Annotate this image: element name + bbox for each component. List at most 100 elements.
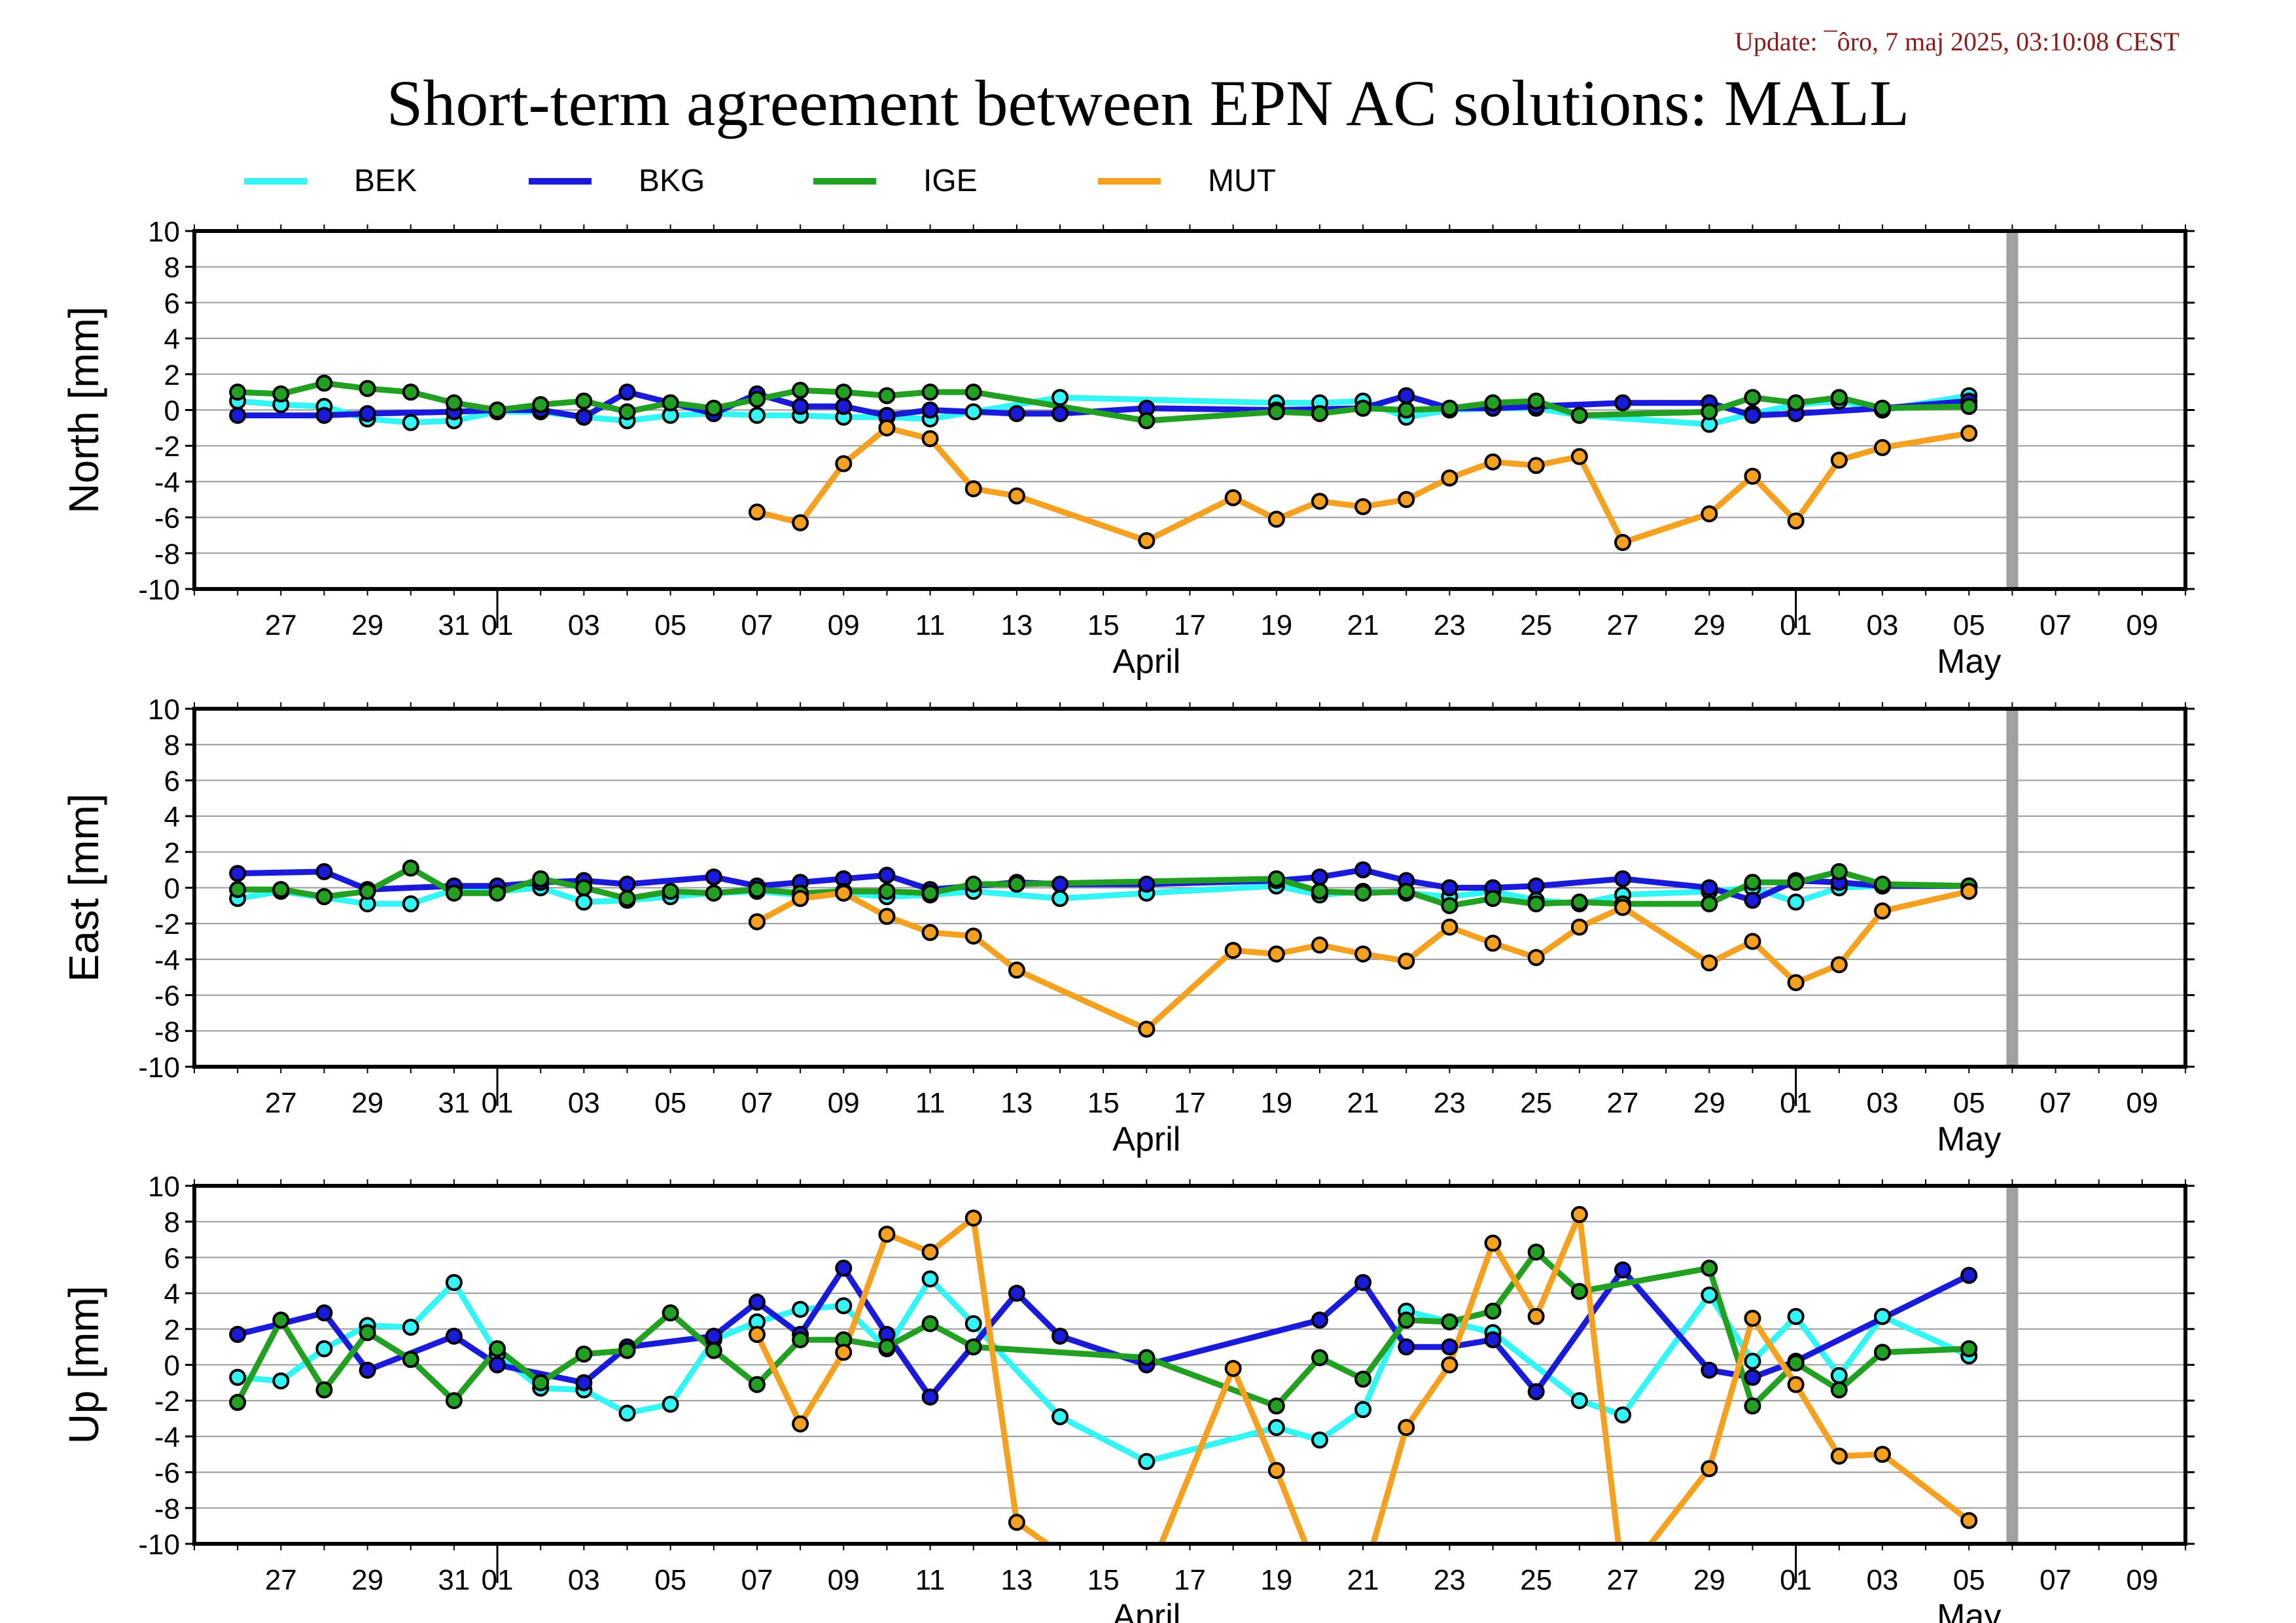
data-point-ige bbox=[1701, 403, 1718, 421]
data-point-mut bbox=[1744, 1310, 1761, 1327]
data-point-bkg bbox=[315, 1304, 333, 1322]
data-point-mut bbox=[1484, 1234, 1502, 1252]
data-point-mut bbox=[1873, 1446, 1891, 1463]
data-point-bkg bbox=[1441, 879, 1458, 897]
x-tick-label: 03 bbox=[568, 1564, 600, 1596]
data-point-mut bbox=[1701, 1460, 1718, 1478]
x-tick-label: 11 bbox=[915, 1564, 945, 1596]
data-point-bkg bbox=[229, 865, 247, 882]
data-point-mut bbox=[878, 1225, 896, 1243]
data-point-mut bbox=[1441, 1356, 1458, 1374]
data-point-ige bbox=[1873, 1344, 1891, 1361]
data-point-ige bbox=[618, 403, 636, 421]
data-point-ige bbox=[748, 391, 766, 408]
data-point-mut bbox=[1138, 532, 1156, 550]
x-tick-label: 27 bbox=[265, 609, 297, 641]
data-point-ige bbox=[1570, 406, 1588, 424]
data-point-bek bbox=[835, 1297, 853, 1315]
x-tick-label: 13 bbox=[1000, 1564, 1033, 1596]
x-tick-label: 15 bbox=[1087, 609, 1120, 641]
x-tick-label: 03 bbox=[1866, 609, 1898, 641]
data-point-ige bbox=[1744, 1397, 1761, 1415]
x-tick-label: 07 bbox=[2040, 609, 2072, 641]
data-point-mut bbox=[1138, 1020, 1156, 1038]
panel-north: 10 86 4 2 0 -2 -4 -6-8 -10 North [mm] 27 29 31 01 03 05… bbox=[60, 216, 2195, 681]
data-point-bek bbox=[575, 893, 593, 911]
data-point-ige bbox=[792, 382, 809, 399]
y-axis-label: North [mm] bbox=[60, 306, 107, 513]
data-point-ige bbox=[1744, 389, 1761, 406]
data-point-mut bbox=[835, 1344, 853, 1361]
y-tick-label: 6 bbox=[164, 1242, 180, 1274]
data-point-mut bbox=[964, 927, 982, 945]
data-point-ige bbox=[272, 881, 290, 899]
x-tick-label: 01 bbox=[482, 1564, 514, 1596]
data-point-bkg bbox=[1051, 876, 1069, 893]
plot-area bbox=[229, 1205, 1978, 1544]
x-tick-label: 09 bbox=[2126, 1087, 2158, 1119]
data-point-bkg bbox=[1701, 1361, 1718, 1379]
data-point-ige bbox=[1267, 1397, 1285, 1415]
data-point-ige bbox=[1570, 1283, 1588, 1300]
data-point-ige bbox=[1570, 893, 1588, 911]
plot-frame bbox=[192, 707, 2187, 1069]
data-point-ige bbox=[315, 888, 333, 906]
data-point-bkg bbox=[618, 383, 636, 401]
data-point-ige bbox=[1354, 884, 1372, 902]
x-tick-label: 05 bbox=[1953, 609, 1985, 641]
data-point-mut bbox=[1008, 961, 1025, 979]
data-point-ige bbox=[1787, 874, 1805, 891]
y-tick-label: -6 bbox=[154, 980, 180, 1012]
data-point-bek bbox=[1354, 1400, 1372, 1418]
data-point-mut bbox=[1311, 492, 1328, 510]
data-point-bek bbox=[1570, 1392, 1588, 1410]
data-point-ige bbox=[1873, 399, 1891, 417]
data-point-ige bbox=[835, 383, 853, 401]
y-axis-label: Up [mm] bbox=[60, 1286, 107, 1444]
data-point-mut bbox=[1267, 1461, 1285, 1479]
data-point-ige bbox=[1527, 392, 1545, 410]
data-point-mut bbox=[1527, 949, 1545, 967]
data-point-mut bbox=[1701, 954, 1718, 972]
data-point-ige bbox=[1311, 1349, 1328, 1366]
x-tick-label: 07 bbox=[741, 609, 773, 641]
y-tick-label: 8 bbox=[164, 252, 180, 284]
data-point-ige bbox=[575, 1346, 593, 1363]
data-point-bkg bbox=[1398, 387, 1415, 404]
data-point-ige bbox=[402, 859, 419, 877]
data-point-bkg bbox=[1051, 1327, 1069, 1345]
x-tick-label: 21 bbox=[1347, 1087, 1379, 1119]
x-tick-label: 31 bbox=[438, 609, 470, 641]
data-point-mut bbox=[748, 913, 766, 931]
data-point-mut bbox=[1570, 448, 1588, 465]
y-tick-label: -10 bbox=[138, 1052, 180, 1084]
x-tick-label: 07 bbox=[2040, 1087, 2072, 1119]
data-point-bek bbox=[748, 406, 766, 424]
x-tick-label: 13 bbox=[1000, 609, 1033, 641]
data-point-ige bbox=[1701, 895, 1718, 913]
data-point-bek bbox=[272, 1372, 290, 1390]
data-point-bkg bbox=[1614, 1261, 1632, 1279]
data-point-bkg bbox=[1008, 1285, 1025, 1302]
data-point-bek bbox=[229, 1368, 247, 1386]
data-point-bek bbox=[662, 1395, 679, 1413]
x-tick-label: 31 bbox=[438, 1564, 470, 1596]
x-tick-label: 19 bbox=[1260, 1564, 1292, 1596]
x-tick-label: 29 bbox=[1693, 609, 1725, 641]
update-timestamp: Update: ¯ôro, 7 maj 2025, 03:10:08 CEST bbox=[1735, 27, 2180, 56]
data-point-ige bbox=[1354, 1370, 1372, 1388]
x-tick-label: 23 bbox=[1434, 1564, 1466, 1596]
data-point-ige bbox=[532, 870, 550, 887]
data-point-bkg bbox=[1354, 861, 1372, 879]
panel-up: 10 86 4 2 0-2-4-6 -8 -10 Up [mm] 27 29 31 01 03 05 07 0… bbox=[60, 1171, 2195, 1623]
series-line-mut bbox=[756, 425, 1969, 546]
data-point-ige bbox=[575, 879, 593, 897]
x-tick-label: 27 bbox=[1607, 1087, 1639, 1119]
data-point-ige bbox=[1873, 876, 1891, 893]
data-point-mut bbox=[1484, 453, 1502, 471]
data-point-ige bbox=[489, 1340, 506, 1357]
x-tick-label: 17 bbox=[1174, 1087, 1206, 1119]
data-point-mut bbox=[1398, 952, 1415, 970]
x-tick-label: 09 bbox=[2126, 1564, 2158, 1596]
data-point-ige bbox=[1008, 876, 1025, 893]
